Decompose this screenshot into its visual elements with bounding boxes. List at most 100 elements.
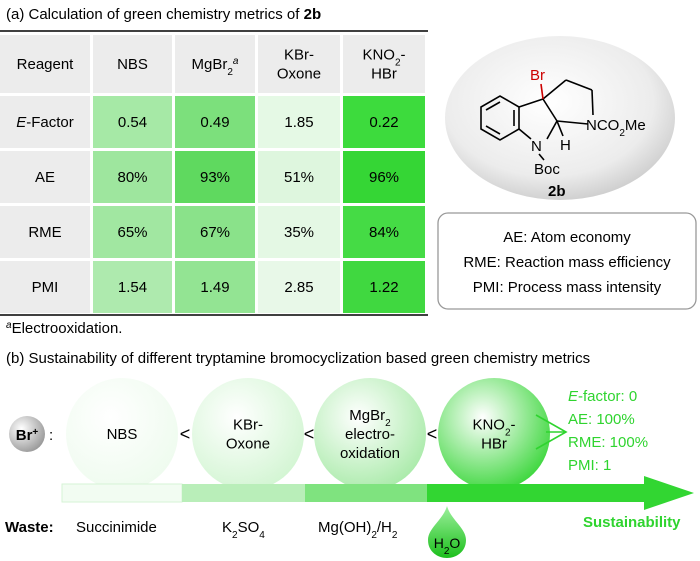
reagent-circle: [438, 378, 550, 490]
result: PMI: 1: [568, 457, 611, 474]
cell-value: 1.85: [284, 114, 313, 131]
value-cell: [175, 206, 255, 258]
bromonium-ball: [9, 416, 45, 452]
value-cell: [343, 261, 425, 313]
result-arrow: [535, 414, 568, 450]
comparator: <: [304, 424, 315, 444]
waste-item: K2SO4: [222, 519, 265, 541]
text-run: E: [568, 388, 579, 405]
text-run: -: [511, 417, 516, 434]
reagent-circle: [66, 378, 178, 490]
text-run: 4: [259, 530, 265, 541]
text-run: oxidation: [340, 445, 400, 462]
text-run: 2b: [548, 183, 566, 200]
text-run: Oxone: [277, 66, 321, 83]
waste-label: Waste:: [5, 519, 54, 536]
value-cell: [175, 151, 255, 203]
cell-value: 84%: [369, 224, 399, 241]
cell-value: 65%: [117, 224, 147, 241]
text-run: Me: [625, 117, 646, 134]
text-run: H: [560, 137, 571, 154]
text-run: KNO: [362, 47, 395, 64]
colon: :: [49, 427, 53, 444]
text-run: PMI: 1: [568, 457, 611, 474]
comparator: <: [427, 424, 438, 444]
value-cell: [258, 96, 340, 148]
cell-value: 1.22: [369, 279, 398, 296]
cell-value: 96%: [369, 169, 399, 186]
waste-item: Mg(OH)2/H2: [318, 519, 398, 541]
cell-value: 93%: [200, 169, 230, 186]
arrow-head: [644, 476, 694, 510]
br-atom: Br: [530, 67, 545, 84]
text-run: K: [222, 519, 232, 536]
cell-value: 67%: [200, 224, 230, 241]
row-label: E-Factor: [16, 114, 74, 131]
text-run: O: [449, 535, 460, 551]
text-run: PMI: [32, 279, 59, 296]
text-run: 2: [444, 546, 450, 557]
text-run: SO: [238, 519, 260, 536]
text-run: Reagent: [17, 56, 75, 73]
text-run: +: [32, 427, 38, 438]
value-cell: [258, 151, 340, 203]
compound-id: 2b: [548, 183, 566, 200]
text-run: <: [427, 424, 438, 444]
header-cell: [0, 35, 90, 93]
text-run: Boc: [534, 161, 560, 178]
text-run: a: [233, 56, 239, 67]
header-label: MgBr2a: [192, 56, 239, 78]
arrow-segment: [427, 484, 645, 502]
result: E-factor: 0: [568, 388, 637, 405]
header-label: KBr-: [284, 47, 314, 64]
text-run: Br: [530, 67, 545, 84]
value-cell: [258, 206, 340, 258]
footnote: aElectrooxidation.: [6, 320, 122, 338]
sustainability-arrow: [61, 476, 694, 510]
value-cell: [93, 206, 172, 258]
text-run: HBr: [371, 66, 397, 83]
boc-bond: [538, 153, 545, 161]
text-run: Sustainability: [583, 514, 681, 531]
cell-value: 80%: [117, 169, 147, 186]
text-run: NBS: [107, 426, 138, 443]
text-run: KNO: [472, 417, 505, 434]
row-label: AE: [35, 169, 55, 186]
header-label: Reagent: [17, 56, 75, 73]
value-cell: [93, 151, 172, 203]
text-run: PMI: Process mass intensity: [473, 279, 662, 296]
row-label-cell: [0, 151, 90, 203]
text-run: AE: 100%: [568, 411, 635, 428]
legend-entry: PMI: Process mass intensity: [473, 279, 662, 296]
text-run: RME: Reaction mass efficiency: [463, 254, 671, 271]
text-run: NCO: [586, 117, 619, 134]
hydrogen: H: [560, 137, 571, 154]
header-label: NBS: [117, 56, 148, 73]
text-run: MgBr: [192, 56, 228, 73]
header-cell: [93, 35, 172, 93]
header-cell: [175, 35, 255, 93]
text-run: 2: [395, 57, 401, 68]
text-run: 2: [227, 67, 233, 78]
text-run: AE: [35, 169, 55, 186]
text-run: Mg(OH): [318, 519, 371, 536]
text-run: <: [304, 424, 315, 444]
cell-value: 0.54: [118, 114, 147, 131]
table: Reagent NBS MgBr2a KBr-OxoneKNO2-HBrE-Facto…: [0, 30, 428, 316]
legend-entry: RME: Reaction mass efficiency: [463, 254, 671, 271]
text-run: H: [434, 535, 444, 551]
boc-group: Boc: [534, 161, 560, 178]
text-run: -factor: 0: [578, 388, 637, 405]
text-run: -: [401, 47, 406, 64]
indoline-n: N: [531, 138, 542, 155]
text-run: NBS: [117, 56, 148, 73]
axis-label: Sustainability: [583, 514, 681, 531]
text-run: 2: [232, 530, 238, 541]
text-run: (b) Sustainability of different tryptami…: [6, 350, 590, 367]
reagent-circles: NBSKBr-OxoneMgBr2electro-oxidationKNO2-H…: [66, 378, 550, 490]
text-run: <: [180, 424, 191, 444]
arrow-segment: [182, 484, 305, 502]
text-run: MgBr: [349, 407, 385, 424]
text-run: /H: [377, 519, 392, 536]
text-run: N: [531, 138, 542, 155]
